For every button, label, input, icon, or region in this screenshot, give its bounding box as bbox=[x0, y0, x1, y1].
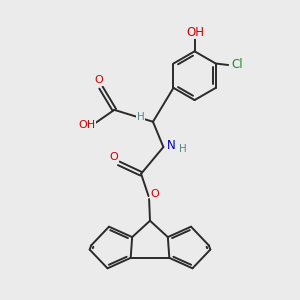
Text: O: O bbox=[109, 152, 118, 162]
Text: O: O bbox=[94, 75, 103, 85]
Text: O: O bbox=[151, 189, 159, 199]
Text: N: N bbox=[167, 139, 176, 152]
Text: H: H bbox=[136, 112, 144, 122]
Text: H: H bbox=[179, 143, 187, 154]
Text: OH: OH bbox=[186, 26, 204, 38]
Text: OH: OH bbox=[78, 120, 95, 130]
Text: Cl: Cl bbox=[231, 58, 243, 71]
